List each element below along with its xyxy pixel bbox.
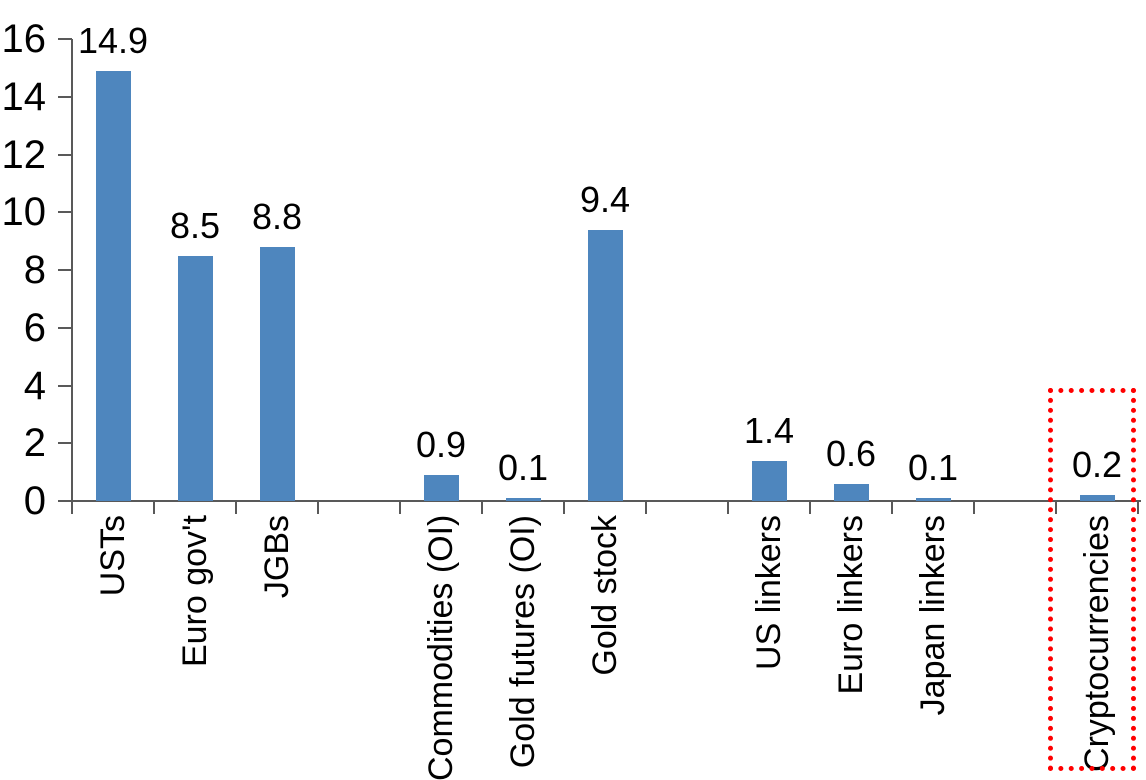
y-tick-mark [58,384,72,387]
y-tick-label: 12 [1,132,47,177]
category-label: Japan linkers [914,515,952,716]
x-tick-mark [153,500,155,514]
bar-value-label: 9.4 [579,178,631,220]
bar [423,475,459,501]
x-tick-mark [973,500,975,514]
y-tick-label: 6 [23,305,46,350]
x-tick-mark [1137,500,1139,514]
x-tick-mark [71,500,73,514]
bar [95,70,131,501]
category-label: US linkers [750,515,788,670]
y-tick-mark [58,269,72,271]
bar-value-label: 0.1 [907,447,959,489]
x-tick-mark [1055,500,1057,514]
x-tick-mark [809,500,811,514]
category-label: Commodities (OI) [422,514,460,780]
bar [505,498,541,501]
y-tick-label: 8 [23,248,46,292]
bar-value-label: 0.1 [497,447,549,489]
y-tick-label: 16 [1,17,47,61]
bar-value-label: 0.2 [1071,444,1123,486]
y-tick-mark [58,442,72,445]
y-tick-mark [58,211,72,214]
x-tick-mark [481,500,483,514]
y-tick-label: 14 [1,74,47,119]
y-tick-mark [58,153,72,156]
x-tick-mark [727,500,729,514]
category-label: Gold stock [586,515,624,676]
bar-value-label: 8.5 [169,204,221,246]
category-label: Euro linkers [832,515,870,695]
bar [751,460,787,501]
bar-value-label: 0.9 [415,424,467,465]
bar-value-label: 14.9 [77,19,149,61]
y-tick-label: 2 [23,421,46,466]
bar-value-label: 1.4 [743,409,795,451]
category-label: Gold futures (OI) [504,515,542,769]
category-label: JGBs [258,515,296,599]
y-tick-mark [58,95,72,98]
x-tick-mark [399,500,401,514]
bar [833,483,869,501]
x-tick-mark [317,500,319,514]
bar [1079,495,1115,501]
x-axis-line [71,500,1141,502]
bar [915,498,951,501]
y-tick-label: 0 [23,479,46,523]
y-tick-label: 10 [1,190,47,235]
bar [177,255,213,501]
y-tick-mark [58,500,72,502]
highlight-box [1048,388,1136,771]
y-tick-mark [58,38,72,40]
y-axis-line [71,39,73,502]
bar [587,229,623,501]
bar-value-label: 0.6 [825,432,877,474]
y-tick-mark [58,326,72,329]
x-tick-mark [891,500,893,514]
bar [259,246,295,501]
y-tick-label: 4 [23,363,46,408]
x-tick-mark [563,500,565,514]
category-label: USTs [94,515,132,597]
category-label: Euro gov't [176,515,214,668]
bar-value-label: 8.8 [251,195,303,237]
x-tick-mark [645,500,647,514]
x-tick-mark [235,500,237,514]
